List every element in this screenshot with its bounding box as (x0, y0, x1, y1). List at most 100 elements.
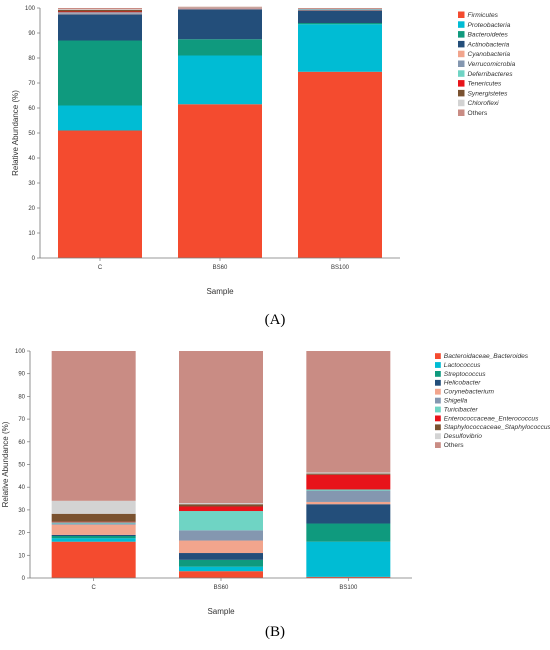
chart-b-bar-segment (51, 536, 136, 539)
chart-a-x-axis-title: Sample (206, 287, 234, 296)
chart-a-legend: Firmicutes Proteobacteria Bacteroidetes Act… (458, 11, 516, 117)
chart-b-legend: Bacteroidaceae_Bacteroides Lactococcus Str… (435, 353, 550, 449)
chart-a-bar-segment (178, 8, 262, 10)
chart-a-ytick-label: 50 (28, 131, 35, 137)
chart-b-legend-label: Helicobacter (444, 380, 481, 387)
chart-b-ytick-label: 40 (18, 485, 25, 491)
chart-a-legend-label: Tenericutes (468, 81, 503, 88)
chart-b-ytick-label: 80 (18, 394, 25, 400)
chart-a-legend-label: Others (468, 110, 488, 117)
chart-b-legend-label: Turicibacter (444, 406, 479, 413)
panel-label-a: (A) (264, 312, 286, 328)
panel-label-b: (B) (265, 624, 285, 640)
chart-b-bar-segment (51, 521, 136, 523)
chart-a-bar-segment (58, 130, 142, 258)
chart-a-legend-swatch (458, 60, 465, 67)
chart-b-bar-segment (51, 513, 136, 522)
chart-b-legend-label: Bacteroidaceae_Bacteroides (444, 353, 529, 360)
chart-b-xtick-label: BS60 (214, 585, 229, 591)
chart-a-legend-swatch (458, 50, 465, 58)
chart-a-legend-label: Cyanobacteria (468, 51, 511, 58)
chart-b-bar-segment (306, 541, 391, 577)
chart-b-legend-label: Corynebacterium (444, 389, 495, 396)
chart-a-bar-segment (298, 10, 382, 23)
chart-b-bar-segment (306, 490, 391, 502)
chart-b-bar-segment (306, 489, 391, 491)
chart-a-bar-segment (178, 55, 262, 105)
chart-a-xtick-label: BS100 (331, 265, 350, 271)
chart-a-ytick-label: 100 (25, 6, 36, 12)
chart-b-legend-swatch (435, 433, 441, 440)
chart-a-bar-segment (58, 10, 142, 12)
chart-a-legend-label: Deferribacteres (468, 71, 514, 78)
chart-b-legend-swatch (435, 388, 441, 395)
chart-a-bar-segment (58, 40, 142, 106)
chart-a-legend-label: Firmicutes (468, 12, 499, 19)
chart-a-legend-swatch (458, 40, 465, 48)
chart-b-legend-swatch (435, 362, 441, 368)
chart-b-legend-swatch (435, 371, 441, 377)
chart-b-legend-label: Streptococcus (444, 371, 486, 378)
chart-b-legend-swatch (435, 397, 441, 404)
chart-b-xtick-label: C (91, 585, 96, 591)
chart-b-bar-segment (179, 540, 263, 554)
chart-a-bar-segment (58, 8, 142, 10)
chart-a-bar-segment (58, 12, 142, 14)
chart-b-ytick-label: 60 (18, 440, 25, 446)
chart-a-legend-swatch (458, 21, 465, 28)
chart-a-ytick-label: 10 (28, 231, 35, 237)
chart-a-legend-swatch (458, 11, 465, 18)
chart-a-ytick-label: 80 (28, 56, 35, 62)
chart-a-legend-swatch (458, 89, 465, 97)
chart-b-bar-segment (179, 351, 263, 504)
chart-a-legend-swatch (458, 99, 465, 107)
chart-b-bar-segment (179, 566, 263, 572)
chart-b-ytick-label: 10 (18, 553, 25, 559)
chart-b-legend-label: Enterococcaceae_Enterococcus (444, 415, 539, 422)
chart-a-bar-segment (178, 6, 262, 8)
chart-a-ytick-label: 30 (28, 181, 35, 187)
chart-b-ytick-label: 100 (15, 349, 26, 355)
chart-b-ytick-label: 0 (22, 576, 26, 582)
chart-a-legend-label: Verrucomicrobia (468, 61, 516, 68)
chart-b-xtick-label: BS100 (339, 585, 358, 591)
chart-b-bar-segment (306, 351, 391, 473)
chart-a-ytick-label: 60 (28, 106, 35, 112)
chart-a-legend-label: Chloroflexi (468, 100, 500, 107)
chart-a-bar-segment (298, 71, 382, 258)
chart-b-bar-segment (51, 524, 136, 535)
chart-b-x-axis-title: Sample (207, 607, 235, 616)
chart-b-ytick-label: 50 (18, 463, 25, 469)
chart-b-bar-segment (179, 503, 263, 505)
chart-a-bar-segment (178, 9, 262, 40)
chart-b: 0 10 20 30 40 50 60 70 80 90 100 C BS60 BS100 Sample Re… (1, 349, 550, 616)
chart-a-bar-segment (58, 11, 142, 13)
chart-a-bar-segment (58, 9, 142, 10)
chart-b-bar-segment (51, 500, 136, 514)
chart-b-bar-segment (306, 576, 391, 578)
chart-a-legend-swatch (458, 80, 465, 87)
chart-a-bar-segment (58, 14, 142, 41)
chart-a-ytick-label: 20 (28, 206, 35, 212)
chart-b-legend-swatch (435, 442, 441, 448)
chart-b-bar-segment (306, 472, 391, 474)
chart-b-bar-segment (306, 473, 391, 475)
chart-b-y-axis-title: Relative Abundance (%) (1, 421, 10, 507)
chart-b-bar-segment (179, 530, 263, 541)
chart-a-bar-segment (298, 9, 382, 10)
chart-b-ytick-label: 70 (18, 417, 25, 423)
chart-b-bar-segment (306, 504, 391, 524)
chart-a-legend-label: Bacteroidetes (468, 32, 509, 39)
chart-b-bar-segment (306, 474, 391, 490)
chart-b-bar-segment (179, 559, 263, 567)
chart-b-legend-swatch (435, 415, 441, 422)
chart-a-legend-label: Actinobacteria (467, 41, 510, 48)
chart-b-bar-segment (51, 351, 136, 501)
chart-a-legend-label: Synergistetes (468, 90, 509, 97)
chart-b-bar-segment (51, 523, 136, 525)
chart-b-bar-segment (51, 538, 136, 542)
chart-a-ytick-label: 70 (28, 81, 35, 87)
chart-b-legend-label: Shigella (444, 398, 468, 405)
chart-b-legend-label: Staphylococcaceae_Staphylococcus (444, 424, 550, 431)
chart-b-ytick-label: 30 (18, 508, 25, 514)
